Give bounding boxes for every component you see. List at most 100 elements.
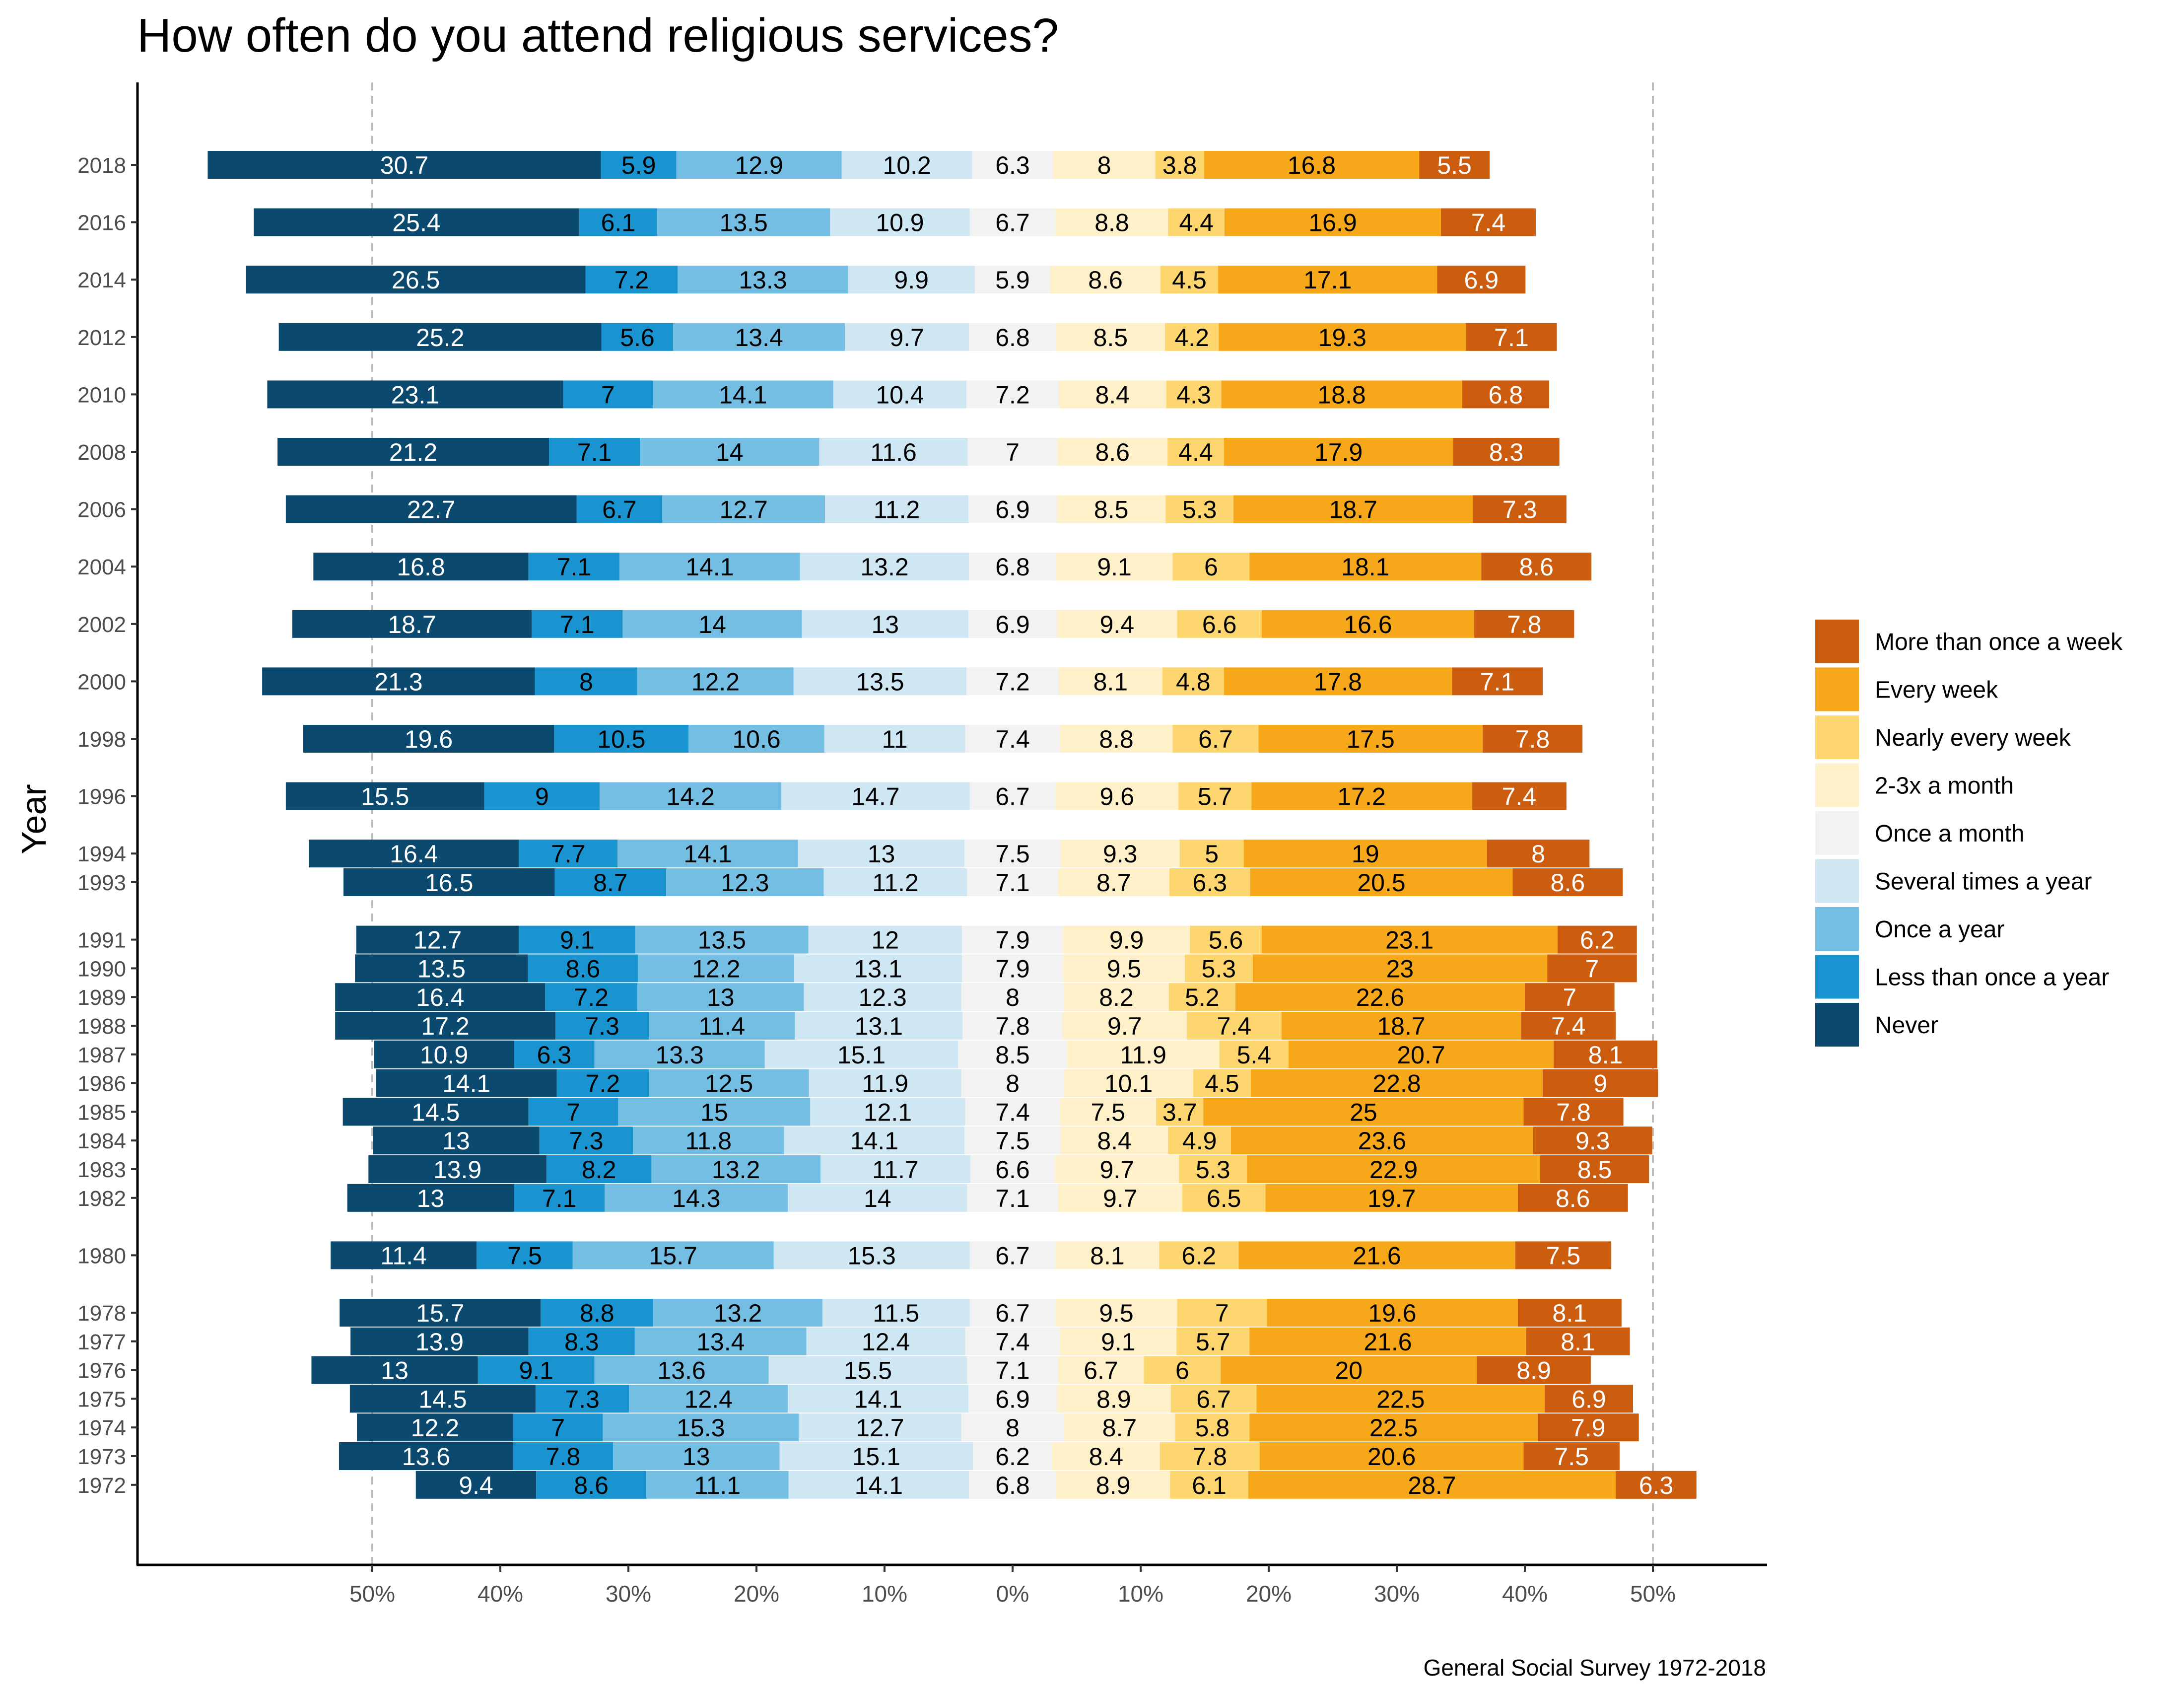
legend-swatch-more-than-once-a-week [1815, 620, 1859, 663]
data-label-1991-once-a-month: 7.9 [995, 926, 1030, 954]
legend-swatch-never [1815, 1003, 1859, 1047]
bar-2008-more-than-once-a-week [1453, 438, 1560, 466]
x-tick-2: 30% [606, 1581, 651, 1607]
bar-1994-nearly-every-week [1179, 840, 1244, 868]
data-label-2004-less-than-once-a-year: 7.1 [557, 553, 592, 581]
bar-row-1987 [374, 1040, 1658, 1068]
bar-1974-once-a-month [961, 1413, 1064, 1442]
bar-1983-2-3x-a-month [1055, 1155, 1179, 1183]
y-tick-2014: 2014 [77, 268, 126, 292]
data-label-1989-every-week: 22.6 [1356, 984, 1404, 1011]
data-label-1994-less-than-once-a-year: 7.7 [551, 840, 586, 868]
bar-1973-2-3x-a-month [1052, 1442, 1160, 1470]
data-label-1984-never: 13 [442, 1127, 470, 1155]
data-label-1978-2-3x-a-month: 9.5 [1099, 1299, 1134, 1327]
bar-1986-never [376, 1069, 557, 1097]
data-label-1998-never: 19.6 [405, 725, 453, 753]
data-label-1983-never: 13.9 [433, 1156, 481, 1184]
data-label-1989-nearly-every-week: 5.2 [1185, 984, 1220, 1011]
bar-2010-less-than-once-a-year [563, 380, 653, 409]
data-label-1972-more-than-once-a-week: 6.3 [1639, 1472, 1674, 1499]
data-label-1987-once-a-month: 8.5 [995, 1041, 1030, 1069]
data-label-1991-nearly-every-week: 5.6 [1209, 926, 1243, 954]
bar-2004-several-times-a-year [800, 553, 969, 581]
data-label-1993-never: 16.5 [425, 869, 473, 897]
data-label-1975-several-times-a-year: 14.1 [854, 1385, 902, 1413]
data-label-1986-2-3x-a-month: 10.1 [1104, 1070, 1153, 1098]
data-label-1987-less-than-once-a-year: 6.3 [537, 1041, 572, 1069]
data-label-1984-2-3x-a-month: 8.4 [1097, 1127, 1132, 1155]
bar-2002-every-week [1261, 610, 1475, 638]
data-label-1993-nearly-every-week: 6.3 [1193, 869, 1228, 897]
bar-1988-once-a-year [649, 1012, 795, 1040]
bar-1984-several-times-a-year [784, 1126, 965, 1155]
bar-1980-less-than-once-a-year [477, 1241, 573, 1269]
data-label-2002-less-than-once-a-year: 7.1 [560, 611, 595, 638]
data-label-1976-never: 13 [381, 1357, 409, 1385]
data-label-1988-nearly-every-week: 7.4 [1217, 1012, 1252, 1040]
data-label-1983-2-3x-a-month: 9.7 [1100, 1156, 1135, 1184]
data-label-2008-more-than-once-a-week: 8.3 [1489, 438, 1524, 466]
y-tick-1989: 1989 [77, 985, 126, 1010]
data-label-1986-once-a-month: 8 [1006, 1070, 1020, 1098]
data-label-1977-2-3x-a-month: 9.1 [1101, 1328, 1136, 1356]
bar-1986-nearly-every-week [1193, 1069, 1251, 1097]
bar-1988-never [335, 1012, 555, 1040]
bar-row-2012 [278, 323, 1557, 351]
data-label-2016-more-than-once-a-week: 7.4 [1471, 209, 1506, 237]
y-tick-2004: 2004 [77, 555, 126, 579]
data-label-1993-once-a-month: 7.1 [995, 869, 1030, 897]
data-label-2010-less-than-once-a-year: 7 [601, 381, 615, 409]
bar-1972-several-times-a-year [788, 1471, 969, 1499]
bar-2012-once-a-year [673, 323, 845, 351]
data-label-2004-2-3x-a-month: 9.1 [1097, 553, 1132, 581]
bar-1998-every-week [1258, 725, 1483, 753]
data-label-1989-2-3x-a-month: 8.2 [1099, 984, 1134, 1011]
chart-title: How often do you attend religious servic… [137, 9, 1059, 62]
bar-1982-more-than-once-a-week [1517, 1184, 1628, 1212]
bar-2004-every-week [1249, 553, 1482, 581]
data-label-1996-nearly-every-week: 5.7 [1198, 783, 1232, 811]
bar-1988-nearly-every-week [1186, 1012, 1282, 1040]
bar-1996-more-than-once-a-week [1471, 782, 1567, 810]
bar-1975-less-than-once-a-year [535, 1385, 629, 1413]
bar-1974-2-3x-a-month [1064, 1413, 1175, 1442]
data-label-2000-never: 21.3 [374, 668, 422, 696]
data-label-1972-never: 9.4 [459, 1472, 493, 1499]
bar-2018-2-3x-a-month [1053, 151, 1156, 179]
data-label-1977-every-week: 21.6 [1364, 1328, 1412, 1356]
bar-1990-several-times-a-year [794, 954, 962, 983]
data-label-1994-once-a-month: 7.5 [995, 840, 1030, 868]
bar-1989-nearly-every-week [1168, 983, 1235, 1011]
bar-2006-several-times-a-year [825, 495, 968, 523]
data-label-1998-less-than-once-a-year: 10.5 [597, 725, 645, 753]
data-label-1976-once-a-year: 13.6 [657, 1357, 705, 1385]
data-label-1990-once-a-month: 7.9 [995, 955, 1030, 983]
data-label-2012-nearly-every-week: 4.2 [1174, 324, 1209, 352]
y-tick-1978: 1978 [77, 1301, 126, 1326]
data-label-1973-never: 13.6 [402, 1443, 450, 1471]
bar-1983-more-than-once-a-week [1540, 1155, 1649, 1183]
data-label-2008-less-than-once-a-year: 7.1 [577, 438, 612, 466]
bar-2010-every-week [1221, 380, 1462, 409]
data-label-1989-never: 16.4 [416, 984, 464, 1011]
bar-1983-nearly-every-week [1179, 1155, 1247, 1183]
bar-1991-once-a-year [635, 925, 809, 954]
bar-1972-never [415, 1471, 537, 1499]
data-label-1974-more-than-once-a-week: 7.9 [1571, 1414, 1606, 1442]
data-label-1980-never: 11.4 [380, 1242, 427, 1269]
bar-2018-several-times-a-year [841, 151, 972, 179]
bar-1985-never [342, 1098, 529, 1126]
bar-2008-never [277, 438, 549, 466]
data-label-2012-several-times-a-year: 9.7 [889, 324, 924, 352]
data-label-1972-every-week: 28.7 [1408, 1472, 1456, 1499]
data-label-2010-once-a-month: 7.2 [995, 381, 1030, 409]
bar-1972-less-than-once-a-year [536, 1471, 647, 1499]
bar-area [207, 151, 1697, 1499]
bar-1986-once-a-year [649, 1069, 809, 1097]
bar-1986-more-than-once-a-week [1543, 1069, 1658, 1097]
bar-row-2004 [313, 553, 1592, 581]
data-label-1975-every-week: 22.5 [1376, 1385, 1425, 1413]
bar-1988-less-than-once-a-year [555, 1012, 649, 1040]
